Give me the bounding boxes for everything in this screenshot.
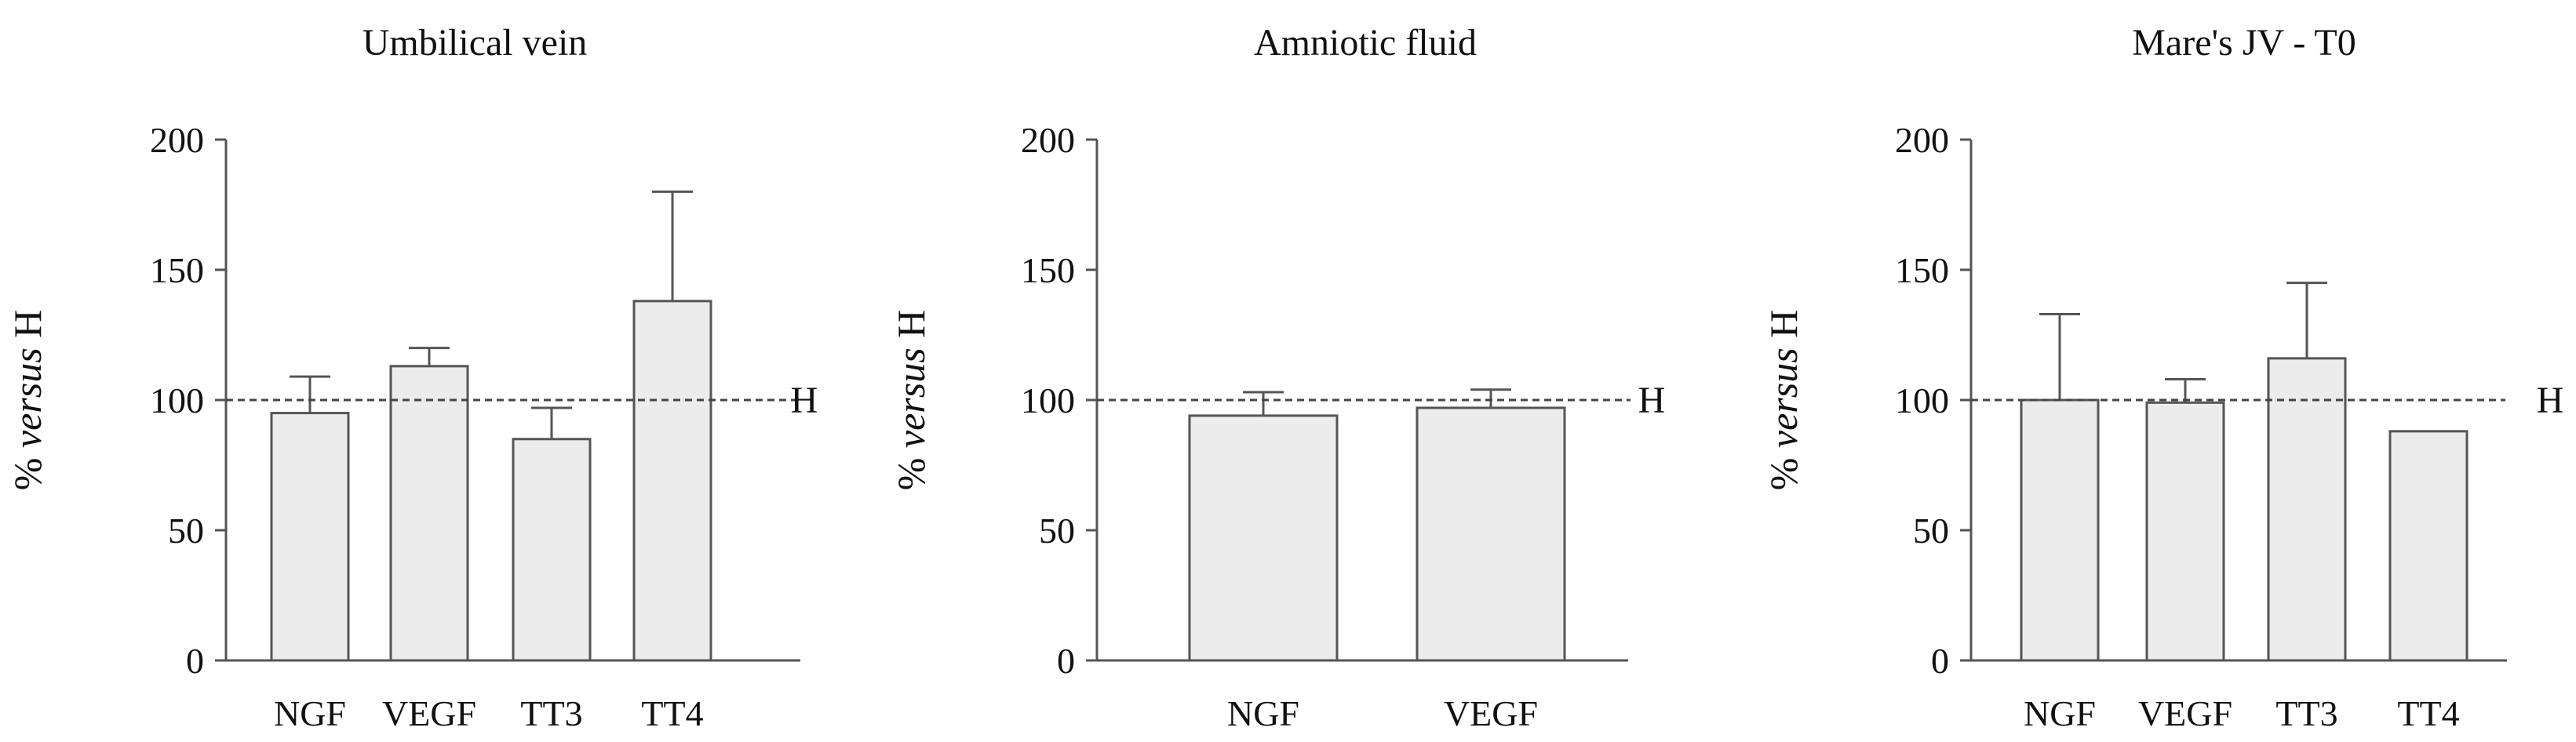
y-axis-label: % versus H [889,310,933,491]
y-axis-label-prefix: % [889,448,933,490]
y-axis-label: % versus H [1762,310,1805,491]
y-tick-label: 200 [150,120,204,160]
bar [2388,430,2469,662]
bar [1416,406,1566,662]
x-tick-label: NGF [274,693,346,733]
y-tick-label: 50 [168,511,204,551]
reference-line-label: H [1638,380,1666,421]
y-tick-label: 100 [1895,380,1949,420]
bar [2020,398,2100,662]
x-tick-label: VEGF [2138,693,2232,733]
chart-title: Mare's JV - T0 [2132,22,2356,64]
y-tick-label: 150 [150,250,204,290]
reference-line-label: H [2537,380,2564,421]
x-tick-label: NGF [1227,693,1299,733]
y-tick-label: 0 [186,641,204,681]
chart-title: Amniotic fluid [1254,22,1477,64]
bar [389,365,469,662]
x-tick-label: VEGF [1444,693,1538,733]
bar [2145,401,2225,662]
y-tick-label: 150 [1895,250,1949,290]
y-axis-label-suffix: H [1762,310,1805,348]
y-axis-label-italic: versus [889,347,933,448]
y-axis-label-suffix: H [5,310,49,348]
y-tick-label: 100 [150,380,204,420]
y-axis-label-italic: versus [5,347,49,448]
x-tick-label: TT4 [2397,693,2459,733]
bar [512,438,592,662]
y-tick-label: 50 [1039,511,1075,551]
x-tick-label: TT4 [641,693,703,733]
bar [1188,414,1339,662]
x-tick-label: TT3 [2275,693,2337,733]
x-tick-label: NGF [2024,693,2096,733]
y-tick-label: 150 [1021,250,1075,290]
y-axis-label-italic: versus [1762,347,1805,448]
y-tick-label: 50 [1913,511,1949,551]
y-axis-label-prefix: % [1762,448,1805,490]
y-tick-label: 200 [1895,120,1949,160]
chart-title: Umbilical vein [363,22,588,64]
y-tick-label: 0 [1931,641,1949,681]
bar [632,300,712,662]
reference-line-label: H [791,380,818,421]
x-tick-label: TT3 [520,693,582,733]
y-tick-label: 0 [1057,641,1075,681]
y-axis-label-prefix: % [5,448,49,490]
y-tick-label: 200 [1021,120,1075,160]
y-axis-label-suffix: H [889,310,933,348]
bar [2267,357,2347,662]
x-tick-label: VEGF [382,693,476,733]
y-tick-label: 100 [1021,380,1075,420]
y-axis-label: % versus H [5,310,49,491]
bar [270,412,350,662]
